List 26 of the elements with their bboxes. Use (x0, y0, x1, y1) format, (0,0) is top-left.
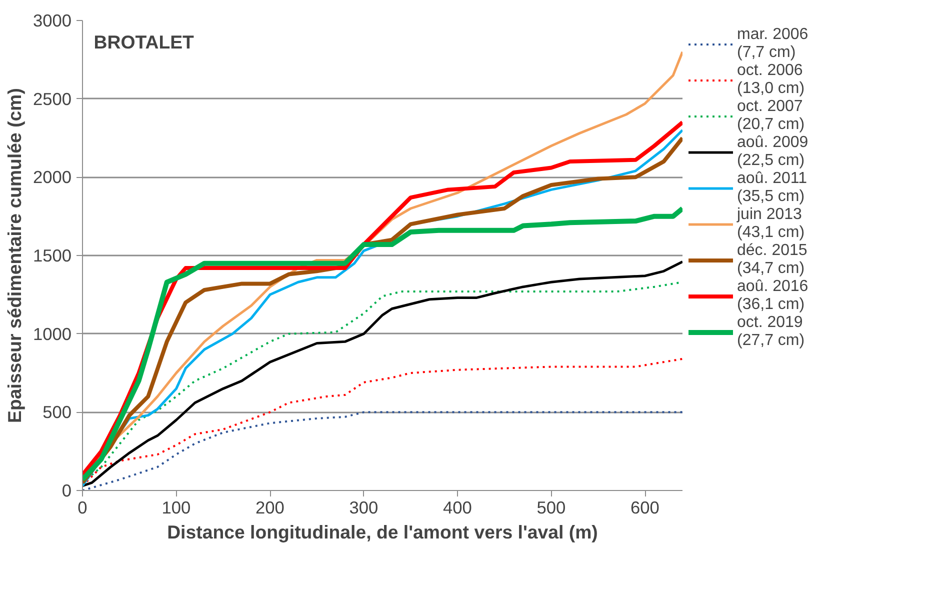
x-tick-label: 100 (162, 498, 191, 518)
legend-label: oct. 2019 (27,7 cm) (737, 314, 805, 350)
y-tick-label: 500 (42, 402, 72, 422)
annotation: BROTALET (94, 32, 195, 52)
x-tick-label: 300 (349, 498, 378, 518)
y-tick-label: 1500 (32, 246, 72, 266)
legend-label: oct. 2007 (20,7 cm) (737, 98, 805, 134)
x-tick-label: 400 (443, 498, 472, 518)
legend-label: aoû. 2011 (35,5 cm) (737, 170, 807, 206)
x-tick-label: 0 (78, 498, 88, 518)
legend-label: juin 2013 (43,1 cm) (737, 206, 805, 242)
y-tick-label: 2000 (32, 167, 72, 188)
x-tick-label: 600 (630, 498, 660, 518)
y-tick-label: 1000 (32, 324, 72, 344)
legend-label: mar. 2006 (7,7 cm) (737, 26, 808, 62)
legend-label: aoû. 2009 (22,5 cm) (737, 134, 808, 170)
legend-label: déc. 2015 (34,7 cm) (737, 242, 808, 278)
x-tick-label: 200 (256, 498, 284, 518)
x-tick-label: 500 (536, 498, 566, 518)
legend-label: oct. 2006 (13,0 cm) (737, 62, 805, 98)
y-tick-label: 3000 (32, 10, 72, 30)
x-axis-title: Distance longitudinale, de l'amont vers l'aval (m) (167, 522, 598, 542)
legend-label: aoû. 2016 (36,1 cm) (737, 278, 808, 314)
y-axis-title: Epaisseur sédimentaire cumulée (cm) (4, 88, 25, 423)
y-tick-label: 0 (62, 480, 72, 500)
y-tick-label: 2500 (32, 88, 72, 109)
